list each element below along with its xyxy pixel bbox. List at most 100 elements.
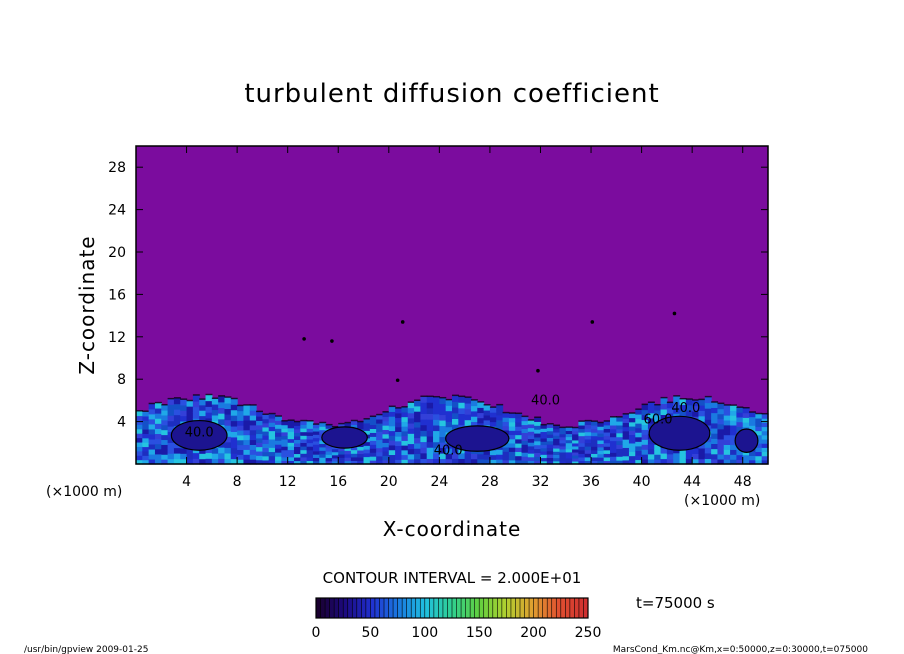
field-cell [628,438,636,444]
contour-line-segment [711,401,719,403]
contour-line-segment [325,423,333,426]
field-cell [382,433,390,439]
field-cell [262,447,270,453]
field-cell [161,454,169,460]
field-cell [559,454,567,459]
field-cell [224,408,232,415]
field-cell [369,432,377,437]
field-cell [610,448,617,453]
field-cell [641,419,649,425]
field-cell [414,421,421,428]
x-tick-label: 44 [683,474,701,490]
field-cell [268,413,276,419]
field-cell [136,419,143,425]
contour-line-segment [300,419,308,422]
field-cell [275,448,282,453]
field-cell [508,413,516,419]
y-tick-label: 28 [108,160,126,176]
field-cell [211,447,219,454]
contour-line-segment [161,404,169,406]
field-cell [167,442,175,449]
field-cell [407,422,415,429]
contour-line-segment [452,394,459,397]
field-cell [717,458,725,465]
field-cell [300,453,308,458]
field-cell [742,421,750,428]
field-cell [218,458,226,465]
field-cell [173,398,181,405]
field-cell [426,407,434,415]
field-cell [496,459,504,465]
field-cell [262,414,270,420]
colorbar-segment [479,598,485,618]
contour-line-segment [749,411,756,413]
field-cell [382,420,390,426]
field-cell [508,451,516,457]
field-cell [452,458,459,465]
field-cell [142,424,150,430]
field-cell [401,454,409,460]
field-cell [161,449,169,455]
field-cell [578,439,586,444]
field-cell [325,424,333,429]
field-cell [180,399,188,406]
field-cell [161,439,169,445]
field-cell [256,459,263,465]
contour-line-segment [433,395,440,398]
contour-line-segment [673,395,681,397]
field-cell [452,412,459,420]
field-cell [256,446,263,452]
field-cell [584,431,592,436]
field-cell [136,455,143,461]
field-cell [331,460,339,465]
field-cell [369,436,377,441]
field-cell [647,453,655,460]
field-cell [483,459,491,465]
field-cell [414,405,421,412]
field-cell [559,433,567,438]
field-cell [395,445,403,451]
field-cell [180,415,188,422]
field-cell [572,430,579,435]
field-cell [578,449,586,454]
field-cell [666,402,674,409]
field-cell [388,411,396,417]
field-cell [641,414,649,421]
vortex-core [321,426,368,449]
field-cell [439,397,447,405]
field-cell [376,459,384,465]
field-cell [420,424,428,431]
field-cell [641,404,649,411]
field-cell [692,458,700,465]
field-cell [388,425,396,432]
field-cell [420,396,428,403]
field-cell [761,422,769,428]
field-cell [445,410,453,417]
field-cell [420,458,428,465]
field-cell [230,425,238,432]
field-cell [749,412,756,418]
turbulent-puff [395,378,400,383]
field-cell [553,435,561,439]
field-cell [692,405,700,412]
field-cell [426,447,434,454]
field-cell [395,436,403,442]
field-cell [635,427,643,433]
field-cell [407,428,415,434]
field-cell [142,433,150,439]
field-cell [262,418,270,424]
field-cell [161,459,169,465]
field-cell [287,460,295,465]
field-cell [622,443,630,448]
field-cell [489,412,497,418]
field-cell [426,413,434,420]
field-cell [736,449,744,456]
field-cell [294,442,301,448]
field-cell [603,449,611,454]
field-cell [603,424,611,429]
field-cell [736,416,744,423]
field-cell [755,430,763,436]
field-cell [237,425,245,431]
field-cell [628,455,636,461]
field-cell [414,453,421,460]
